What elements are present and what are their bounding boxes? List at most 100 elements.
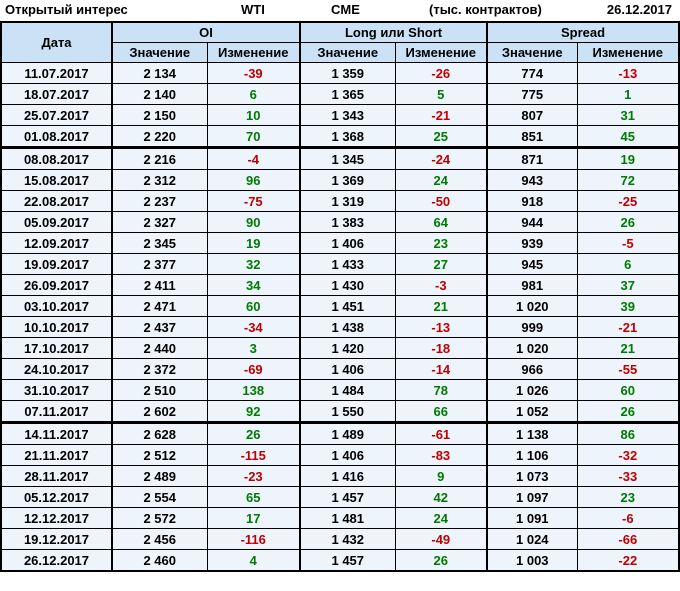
spread-value-cell[interactable]: 945 <box>486 253 578 275</box>
spread-value-cell[interactable]: 966 <box>486 358 578 380</box>
oi-change-cell[interactable]: -39 <box>206 62 301 84</box>
long-change-cell[interactable]: 24 <box>394 507 488 529</box>
oi-change-cell[interactable]: 70 <box>206 125 301 149</box>
spread-change-cell[interactable]: -22 <box>576 549 680 572</box>
oi-change-cell[interactable]: -116 <box>206 528 301 550</box>
long-change-cell[interactable]: 5 <box>394 83 488 105</box>
spread-value-cell[interactable]: 999 <box>486 316 578 338</box>
oi-value-cell[interactable]: 2 471 <box>111 295 208 317</box>
oi-change-cell[interactable]: 32 <box>206 253 301 275</box>
spread-value-cell[interactable]: 871 <box>486 147 578 170</box>
long-change-cell[interactable]: -18 <box>394 337 488 359</box>
long-value-cell[interactable]: 1 430 <box>299 274 396 296</box>
spread-value-cell[interactable]: 774 <box>486 62 578 84</box>
oi-value-cell[interactable]: 2 602 <box>111 400 208 424</box>
oi-value-cell[interactable]: 2 312 <box>111 169 208 191</box>
spread-value-cell[interactable]: 1 138 <box>486 422 578 445</box>
oi-change-cell[interactable]: 17 <box>206 507 301 529</box>
header-spread-change[interactable]: Изменение <box>576 42 680 63</box>
oi-change-cell[interactable]: -23 <box>206 465 301 487</box>
long-value-cell[interactable]: 1 368 <box>299 125 396 149</box>
date-cell[interactable]: 12.09.2017 <box>0 232 113 254</box>
long-change-cell[interactable]: -49 <box>394 528 488 550</box>
spread-value-cell[interactable]: 1 091 <box>486 507 578 529</box>
long-value-cell[interactable]: 1 369 <box>299 169 396 191</box>
spread-value-cell[interactable]: 944 <box>486 211 578 233</box>
oi-change-cell[interactable]: 4 <box>206 549 301 572</box>
spread-change-cell[interactable]: -25 <box>576 190 680 212</box>
oi-change-cell[interactable]: 19 <box>206 232 301 254</box>
spread-value-cell[interactable]: 1 020 <box>486 337 578 359</box>
oi-change-cell[interactable]: 10 <box>206 104 301 126</box>
oi-change-cell[interactable]: -4 <box>206 147 301 170</box>
date-cell[interactable]: 28.11.2017 <box>0 465 113 487</box>
long-value-cell[interactable]: 1 550 <box>299 400 396 424</box>
long-change-cell[interactable]: -24 <box>394 147 488 170</box>
long-value-cell[interactable]: 1 343 <box>299 104 396 126</box>
header-date[interactable]: Дата <box>0 21 113 63</box>
spread-change-cell[interactable]: 39 <box>576 295 680 317</box>
oi-change-cell[interactable]: -115 <box>206 444 301 466</box>
long-change-cell[interactable]: -13 <box>394 316 488 338</box>
long-value-cell[interactable]: 1 406 <box>299 444 396 466</box>
long-value-cell[interactable]: 1 406 <box>299 232 396 254</box>
long-value-cell[interactable]: 1 489 <box>299 422 396 445</box>
oi-change-cell[interactable]: 60 <box>206 295 301 317</box>
oi-value-cell[interactable]: 2 456 <box>111 528 208 550</box>
long-change-cell[interactable]: -14 <box>394 358 488 380</box>
spread-value-cell[interactable]: 1 003 <box>486 549 578 572</box>
long-value-cell[interactable]: 1 481 <box>299 507 396 529</box>
long-value-cell[interactable]: 1 432 <box>299 528 396 550</box>
oi-change-cell[interactable]: 26 <box>206 422 301 445</box>
date-cell[interactable]: 26.12.2017 <box>0 549 113 572</box>
spread-change-cell[interactable]: -21 <box>576 316 680 338</box>
long-change-cell[interactable]: 21 <box>394 295 488 317</box>
oi-value-cell[interactable]: 2 372 <box>111 358 208 380</box>
oi-value-cell[interactable]: 2 345 <box>111 232 208 254</box>
oi-value-cell[interactable]: 2 220 <box>111 125 208 149</box>
oi-value-cell[interactable]: 2 216 <box>111 147 208 170</box>
spread-change-cell[interactable]: 19 <box>576 147 680 170</box>
spread-change-cell[interactable]: 23 <box>576 486 680 508</box>
oi-change-cell[interactable]: 90 <box>206 211 301 233</box>
oi-value-cell[interactable]: 2 572 <box>111 507 208 529</box>
oi-change-cell[interactable]: -34 <box>206 316 301 338</box>
spread-value-cell[interactable]: 943 <box>486 169 578 191</box>
oi-change-cell[interactable]: 34 <box>206 274 301 296</box>
oi-value-cell[interactable]: 2 377 <box>111 253 208 275</box>
spread-change-cell[interactable]: -55 <box>576 358 680 380</box>
long-value-cell[interactable]: 1 406 <box>299 358 396 380</box>
spread-change-cell[interactable]: 45 <box>576 125 680 149</box>
spread-value-cell[interactable]: 1 097 <box>486 486 578 508</box>
oi-change-cell[interactable]: 138 <box>206 379 301 401</box>
long-change-cell[interactable]: -50 <box>394 190 488 212</box>
long-value-cell[interactable]: 1 416 <box>299 465 396 487</box>
oi-value-cell[interactable]: 2 440 <box>111 337 208 359</box>
spread-value-cell[interactable]: 1 026 <box>486 379 578 401</box>
long-change-cell[interactable]: -61 <box>394 422 488 445</box>
spread-change-cell[interactable]: -6 <box>576 507 680 529</box>
header-oi-value[interactable]: Значение <box>111 42 208 63</box>
long-value-cell[interactable]: 1 319 <box>299 190 396 212</box>
spread-change-cell[interactable]: -32 <box>576 444 680 466</box>
spread-change-cell[interactable]: 37 <box>576 274 680 296</box>
date-cell[interactable]: 05.12.2017 <box>0 486 113 508</box>
oi-value-cell[interactable]: 2 437 <box>111 316 208 338</box>
oi-change-cell[interactable]: -75 <box>206 190 301 212</box>
spread-value-cell[interactable]: 981 <box>486 274 578 296</box>
long-value-cell[interactable]: 1 433 <box>299 253 396 275</box>
spread-change-cell[interactable]: 21 <box>576 337 680 359</box>
long-change-cell[interactable]: 24 <box>394 169 488 191</box>
oi-value-cell[interactable]: 2 512 <box>111 444 208 466</box>
spread-change-cell[interactable]: 31 <box>576 104 680 126</box>
long-change-cell[interactable]: 64 <box>394 211 488 233</box>
date-cell[interactable]: 10.10.2017 <box>0 316 113 338</box>
oi-value-cell[interactable]: 2 489 <box>111 465 208 487</box>
header-group-long-short[interactable]: Long или Short <box>299 21 488 43</box>
date-cell[interactable]: 31.10.2017 <box>0 379 113 401</box>
spread-value-cell[interactable]: 1 073 <box>486 465 578 487</box>
spread-change-cell[interactable]: 1 <box>576 83 680 105</box>
long-change-cell[interactable]: 25 <box>394 125 488 149</box>
oi-value-cell[interactable]: 2 140 <box>111 83 208 105</box>
spread-value-cell[interactable]: 851 <box>486 125 578 149</box>
